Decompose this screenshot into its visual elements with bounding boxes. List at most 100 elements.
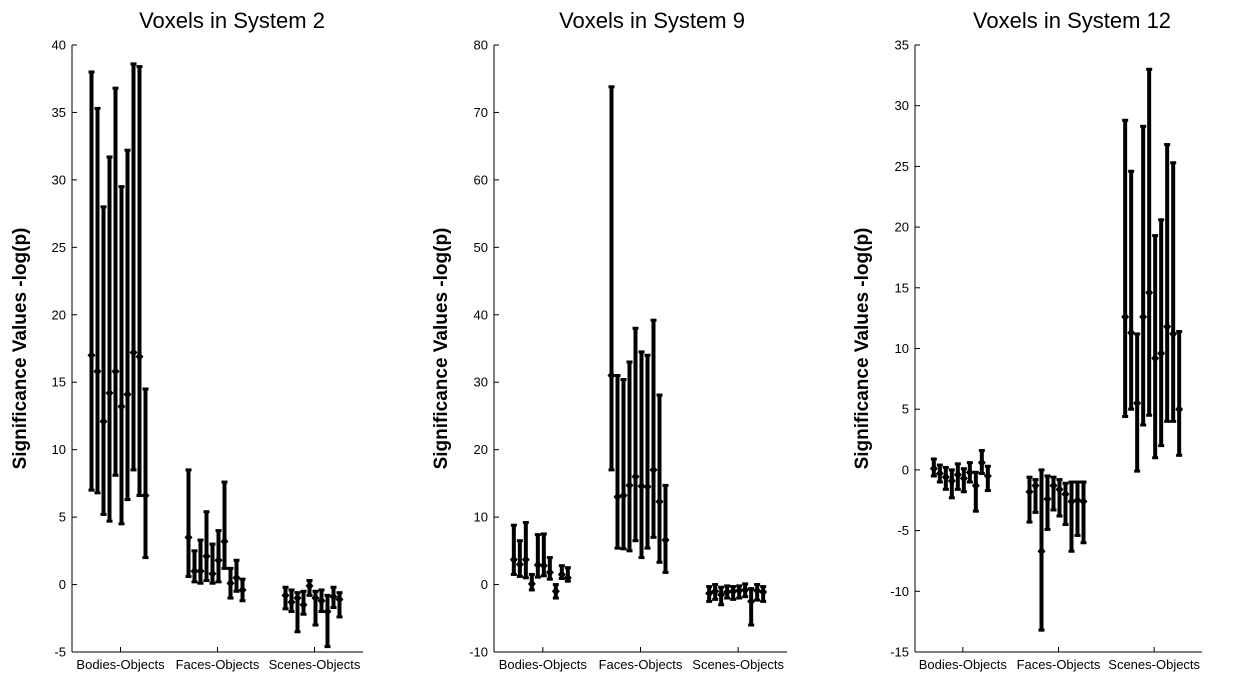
data-point <box>717 590 726 600</box>
data-point <box>515 559 524 569</box>
data-point <box>723 587 732 597</box>
data-point <box>208 569 217 579</box>
data-point <box>99 416 108 426</box>
data-point <box>631 472 640 482</box>
data-point <box>1061 489 1070 499</box>
y-tick-label: 10 <box>474 510 488 525</box>
data-point <box>637 481 646 491</box>
data-point <box>1145 288 1154 298</box>
data-point <box>1073 495 1082 505</box>
data-point <box>619 491 628 501</box>
data-point <box>935 469 944 479</box>
data-point <box>983 471 992 481</box>
y-tick-label: 30 <box>52 172 66 187</box>
data-point <box>184 532 193 542</box>
y-tick-label: 60 <box>474 172 488 187</box>
y-tick-label: 25 <box>895 159 909 174</box>
data-point <box>1151 353 1160 363</box>
data-point <box>941 472 950 482</box>
data-point <box>747 596 756 606</box>
y-axis-label: Significance Values -log(p) <box>852 228 873 470</box>
x-category-label: Scenes-Objects <box>269 657 361 672</box>
data-point <box>1025 487 1034 497</box>
data-point <box>202 551 211 561</box>
y-tick-label: 20 <box>52 307 66 322</box>
data-point <box>613 492 622 502</box>
y-tick-label: 0 <box>481 577 488 592</box>
data-point <box>965 467 974 477</box>
chart-title: Voxels in System 2 <box>139 8 325 33</box>
data-point <box>1055 484 1064 494</box>
y-axis-label: Significance Values -log(p) <box>431 228 452 470</box>
y-tick-label: 10 <box>895 341 909 356</box>
data-point <box>661 535 670 545</box>
y-tick-label: 70 <box>474 105 488 120</box>
data-point <box>105 388 114 398</box>
data-point <box>1067 496 1076 506</box>
data-point <box>521 555 530 565</box>
data-point <box>87 350 96 360</box>
data-point <box>281 590 290 600</box>
data-point <box>539 561 548 571</box>
y-tick-label: -10 <box>890 584 909 599</box>
chart-title: Voxels in System 12 <box>973 8 1171 33</box>
data-point <box>1127 328 1136 338</box>
data-point <box>929 464 938 474</box>
y-tick-label: 5 <box>59 510 66 525</box>
data-point <box>1175 404 1184 414</box>
data-point <box>141 491 150 501</box>
y-tick-label: 5 <box>902 402 909 417</box>
data-point <box>111 366 120 376</box>
y-tick-label: 30 <box>474 375 488 390</box>
y-axis-label: Significance Values -log(p) <box>10 228 31 470</box>
data-point <box>293 593 302 603</box>
chart-panel-1: Voxels in System 2 Significance Values -l… <box>10 8 363 672</box>
data-point <box>527 579 536 589</box>
data-point <box>649 465 658 475</box>
data-point <box>299 600 308 610</box>
y-tick-label: -5 <box>897 523 909 538</box>
x-category-label: Bodies-Objects <box>499 657 588 672</box>
data-point <box>953 470 962 480</box>
y-tick-label: 35 <box>895 38 909 53</box>
data-point <box>643 482 652 492</box>
data-point <box>759 587 768 597</box>
data-point <box>735 586 744 596</box>
data-point <box>1043 494 1052 504</box>
data-point <box>1031 481 1040 491</box>
x-category-label: Scenes-Objects <box>1108 657 1200 672</box>
y-tick-label: 0 <box>902 462 909 477</box>
data-point <box>190 566 199 576</box>
y-tick-label: 20 <box>474 442 488 457</box>
data-point <box>753 586 762 596</box>
y-tick-label: 0 <box>59 577 66 592</box>
x-category-label: Bodies-Objects <box>919 657 1008 672</box>
y-tick-label: 20 <box>895 220 909 235</box>
y-tick-label: 10 <box>52 442 66 457</box>
data-point <box>977 458 986 468</box>
data-point <box>551 586 560 596</box>
y-tick-label: 40 <box>52 38 66 53</box>
data-point <box>509 555 518 565</box>
data-point <box>329 592 338 602</box>
data-point <box>123 389 132 399</box>
x-category-label: Scenes-Objects <box>692 657 784 672</box>
data-point <box>729 586 738 596</box>
data-point <box>1037 546 1046 556</box>
data-point <box>317 596 326 606</box>
chart-panel-3: Voxels in System 12 Significance Values -… <box>852 8 1202 672</box>
data-point <box>238 585 247 595</box>
data-point <box>705 588 714 598</box>
y-tick-label: -5 <box>54 645 66 660</box>
y-tick-label: 25 <box>52 240 66 255</box>
data-point <box>1169 329 1178 339</box>
data-point <box>947 476 956 486</box>
data-point <box>607 370 616 380</box>
y-tick-label: -15 <box>890 645 909 660</box>
data-point <box>196 566 205 576</box>
data-point <box>214 555 223 565</box>
y-tick-label: 35 <box>52 105 66 120</box>
x-category-label: Faces-Objects <box>1017 657 1101 672</box>
x-category-label: Bodies-Objects <box>76 657 165 672</box>
data-point <box>563 573 572 583</box>
